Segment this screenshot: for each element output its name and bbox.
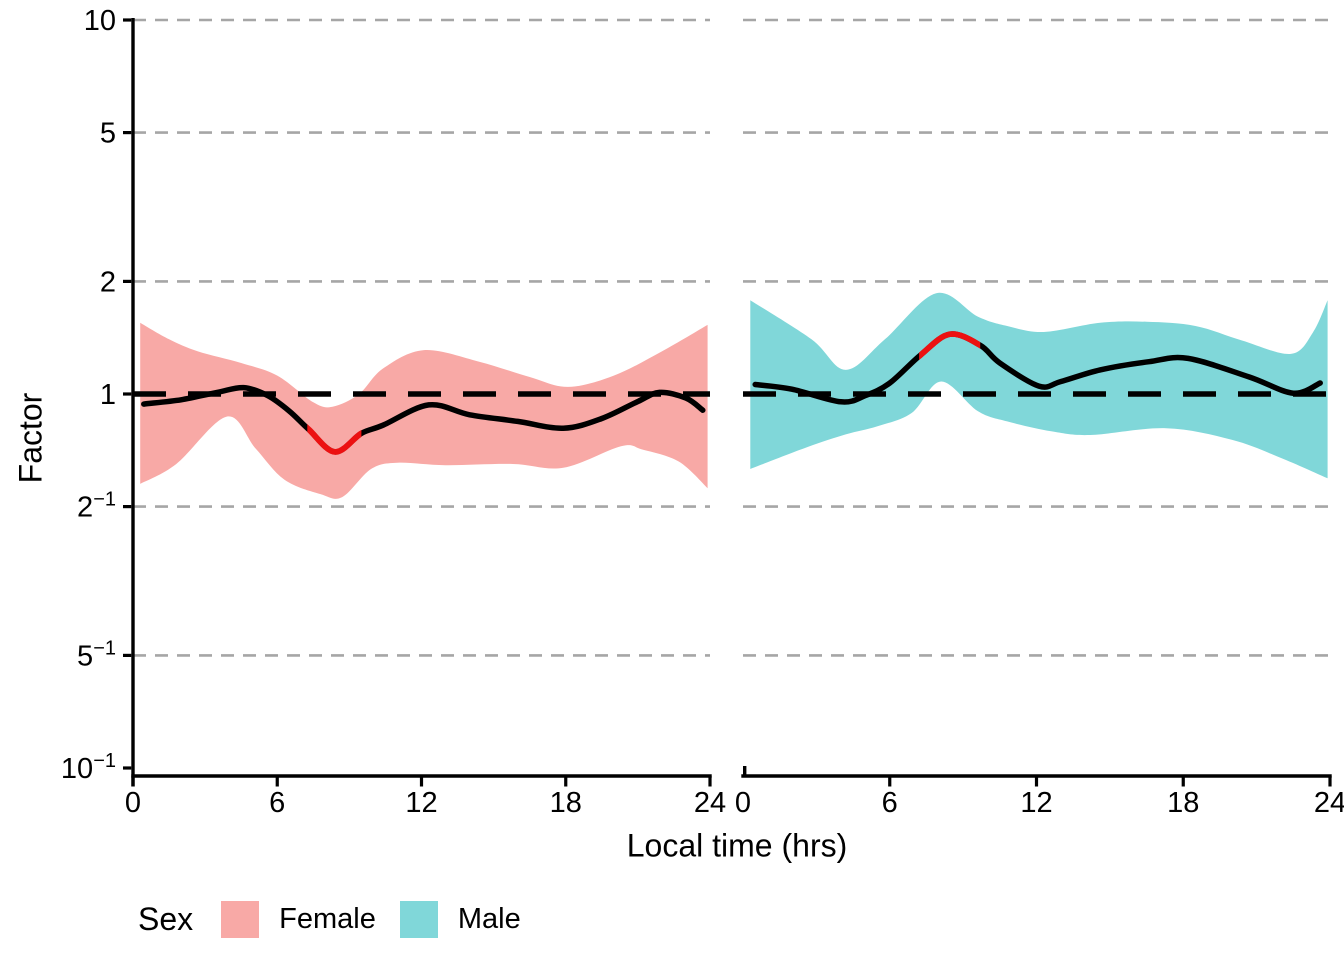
y-tick-label: 10−1 bbox=[61, 750, 116, 785]
legend-title: Sex bbox=[138, 900, 194, 937]
x-tick-label: 0 bbox=[125, 787, 141, 819]
legend-label-female: Female bbox=[279, 902, 376, 935]
x-tick-label: 0 bbox=[735, 787, 751, 819]
y-tick-label: 2 bbox=[100, 266, 116, 298]
smooth-curve-male bbox=[752, 331, 1323, 405]
y-tick-label: 5 bbox=[100, 118, 116, 150]
legend: Sex Female Male bbox=[138, 897, 521, 941]
x-tick-label: 12 bbox=[405, 787, 437, 819]
x-tick-label: 24 bbox=[694, 787, 726, 819]
panel-female: 0 6 12 18 24 bbox=[125, 18, 726, 819]
y-tick-label: 10 bbox=[84, 5, 116, 37]
y-tick-label: 5−1 bbox=[77, 637, 116, 672]
y-tick-label: 2−1 bbox=[77, 489, 116, 524]
legend-swatch-male bbox=[399, 900, 438, 938]
panel-male: 0 6 12 18 24 bbox=[735, 18, 1344, 819]
x-tick-label: 18 bbox=[550, 787, 582, 819]
x-tick-label: 24 bbox=[1314, 787, 1344, 819]
x-tick-label: 6 bbox=[269, 787, 285, 819]
confidence-ribbon-female bbox=[140, 322, 708, 499]
legend-label-male: Male bbox=[457, 902, 521, 935]
x-tick-label: 18 bbox=[1167, 787, 1199, 819]
x-axis-title: Local time (hrs) bbox=[626, 827, 848, 864]
legend-swatch-female bbox=[221, 900, 260, 938]
x-tick-label: 6 bbox=[882, 787, 898, 819]
x-tick-label: 12 bbox=[1020, 787, 1052, 819]
smooth-curve-female bbox=[141, 384, 706, 455]
y-tick-label: 1 bbox=[100, 379, 116, 411]
y-axis-title: Factor bbox=[12, 392, 49, 484]
